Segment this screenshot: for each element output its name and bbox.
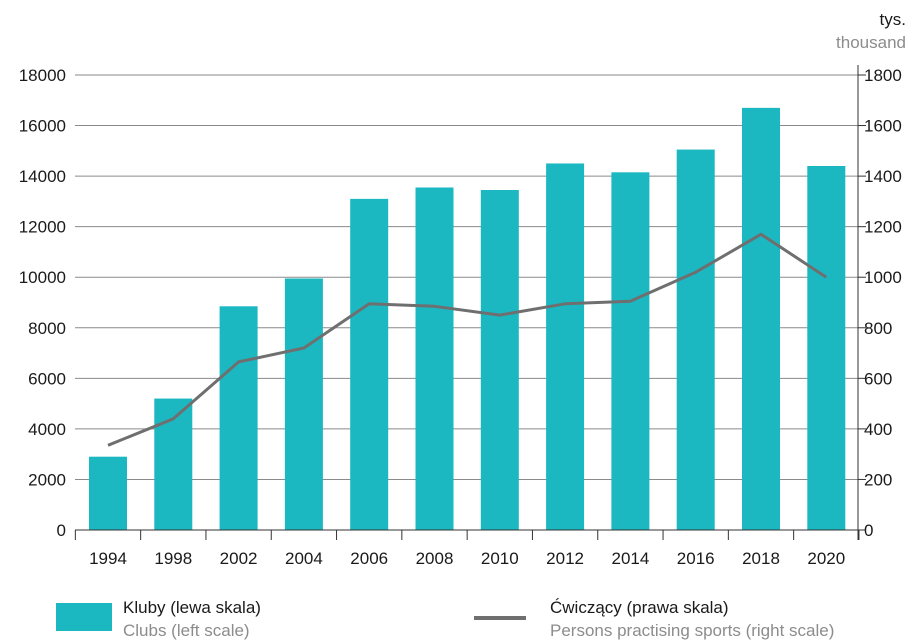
bar-2006	[350, 198, 389, 530]
right-tick-label: 1000	[864, 268, 902, 287]
legend-label-persons: Ćwiczący (prawa skala)	[550, 598, 729, 617]
x-tick-label: 2016	[677, 549, 715, 568]
bar-2012	[546, 163, 585, 530]
right-tick-label: 1400	[864, 167, 902, 186]
left-tick-label: 2000	[28, 470, 66, 489]
legend-label-persons-en: Persons practising sports (right scale)	[550, 621, 834, 640]
legend-swatch-clubs	[56, 603, 112, 631]
gridlines	[75, 74, 858, 480]
x-tick-label: 2012	[546, 549, 584, 568]
line-persons	[107, 232, 828, 447]
right-tick-label: 200	[864, 470, 892, 489]
x-tick-label: 2010	[481, 549, 519, 568]
legend: Kluby (lewa skala) Clubs (left scale) Ćw…	[56, 598, 834, 640]
x-tick-label: 2018	[742, 549, 780, 568]
right-tick-label: 1200	[864, 218, 902, 237]
left-axis-ticks: 0 2000 4000 6000 8000 10000 12000 14000 16000 180…	[19, 66, 66, 540]
x-tick-label: 1998	[154, 549, 192, 568]
legend-label-clubs: Kluby (lewa skala)	[123, 598, 261, 617]
right-axis-unit: tys.	[880, 10, 906, 29]
right-tick-label: 400	[864, 420, 892, 439]
bar-1998	[154, 398, 193, 530]
bar-2016	[676, 149, 715, 530]
left-tick-label: 16000	[19, 117, 66, 136]
x-axis-ticks: 1994 1998 2002 2004 2006 2008 2010 2012 2014 2016…	[89, 549, 845, 568]
left-tick-label: 12000	[19, 218, 66, 237]
left-tick-label: 18000	[19, 66, 66, 85]
right-tick-label: 1800	[864, 66, 902, 85]
left-tick-label: 0	[57, 521, 66, 540]
right-axis-unit-en: thousand	[836, 33, 906, 52]
bar-2008	[415, 187, 454, 530]
left-tick-label: 14000	[19, 167, 66, 186]
line-series	[107, 232, 828, 447]
bar-2004	[284, 278, 323, 530]
bar-2010	[480, 190, 519, 530]
right-tick-label: 0	[864, 521, 873, 540]
x-tick-label: 2014	[611, 549, 649, 568]
x-tick-label: 2008	[416, 549, 454, 568]
x-tick-label: 1994	[89, 549, 127, 568]
axes	[74, 65, 866, 540]
left-tick-label: 4000	[28, 420, 66, 439]
bars	[89, 107, 846, 530]
x-tick-label: 2020	[807, 549, 845, 568]
x-tick-label: 2006	[350, 549, 388, 568]
bar-2018	[742, 107, 780, 530]
bar-2002	[219, 306, 258, 530]
left-tick-label: 8000	[28, 319, 66, 338]
right-tick-label: 800	[864, 319, 892, 338]
bar-2014	[611, 172, 650, 530]
right-tick-label: 600	[864, 369, 892, 388]
left-tick-label: 10000	[19, 268, 66, 287]
right-axis-ticks: 0 200 400 600 800 1000 1200 1400 1600 1800	[864, 66, 902, 540]
x-tick-label: 2004	[285, 549, 323, 568]
bar-2020	[807, 166, 846, 530]
left-tick-label: 6000	[28, 369, 66, 388]
bar-1994	[89, 456, 127, 530]
legend-label-clubs-en: Clubs (left scale)	[123, 621, 250, 640]
right-tick-label: 1600	[864, 117, 902, 136]
x-tick-label: 2002	[220, 549, 258, 568]
